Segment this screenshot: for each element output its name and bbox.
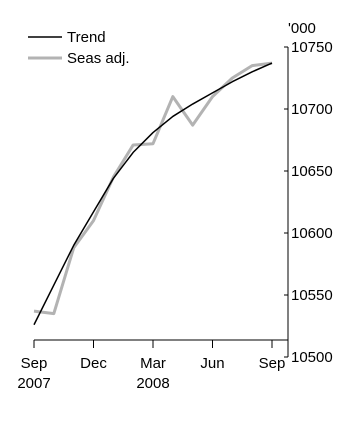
x-tick-label-0: Sep [21,355,48,372]
series-layer [33,61,273,326]
legend-label-seas-adj: Seas adj. [67,50,130,67]
series-line-trend [33,62,273,326]
legend: Trend Seas adj. [28,29,130,67]
series-line-seas-adj [33,61,273,316]
y-tick-label-10600: 10600 [291,225,333,242]
y-axis-unit: '000 [288,20,316,37]
y-tick-label-10750: 10750 [291,39,333,56]
y-axis-ticks: 10750 10700 10650 10600 10550 10500 [284,39,333,366]
x-tick-label-3: Jun [200,355,224,372]
y-tick-label-10700: 10700 [291,101,333,118]
x-tick-label-1: Dec [80,355,107,372]
x-tick-year-2: 2008 [136,375,169,392]
legend-label-trend: Trend [67,29,106,46]
y-tick-label-10650: 10650 [291,163,333,180]
x-tick-year-0: 2007 [17,375,50,392]
y-tick-label-10550: 10550 [291,287,333,304]
y-tick-label-10500: 10500 [291,349,333,366]
x-tick-label-2: Mar [140,355,166,372]
x-tick-label-4: Sep [259,355,286,372]
x-axis-ticks: Sep 2007 Dec Mar 2008 Jun Sep [17,340,285,392]
